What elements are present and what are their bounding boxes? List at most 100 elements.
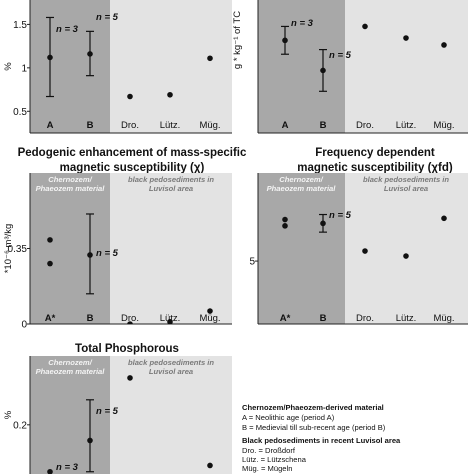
data-point [362, 248, 368, 254]
panel3-title-line2: magnetic susceptibility (χ) [60, 162, 205, 174]
panel5-title: Total Phosphorous [75, 343, 179, 355]
region-label: Chernozem/ [48, 358, 92, 367]
category-label: Müg. [433, 313, 454, 324]
data-point [441, 215, 447, 222]
panel-total-phosphorous: 0.2% Chernozem/Phaeozem material black ped… [3, 356, 232, 474]
data-point [207, 55, 213, 62]
y-axis-label: *10⁻⁶ m³/kg [3, 224, 14, 274]
region-label: Chernozem/ [279, 175, 323, 184]
panel4-title-line1: Frequency dependent [315, 147, 435, 159]
category-label: A [282, 120, 289, 131]
n-label: n = 5 [96, 406, 119, 417]
category-label: Lütz. [160, 313, 181, 324]
data-point [87, 437, 93, 444]
data-point [127, 375, 133, 381]
category-label: B [87, 120, 94, 131]
region-label: Phaeozem material [36, 184, 106, 193]
category-label: Müg. [433, 120, 454, 131]
y-axis-label: % [3, 62, 14, 71]
data-point [320, 67, 326, 74]
data-point [403, 35, 409, 41]
category-label: Müg. [199, 120, 220, 131]
data-point [87, 252, 93, 258]
data-point [441, 42, 447, 48]
data-point [47, 260, 53, 267]
legend-group2-item-mug: Müg. = Mügeln [242, 464, 292, 473]
region-luvisol [110, 0, 232, 133]
category-label: A* [45, 313, 56, 324]
panel-mass-susceptibility: 0 0.35*10⁻⁶ m³/kg Chernozem/Phaeozem mater… [3, 173, 232, 331]
category-label: B [320, 120, 327, 131]
y-tick-label: 0 [21, 320, 27, 331]
data-point [127, 321, 133, 324]
n-label: n = 5 [329, 50, 352, 61]
region-label: Phaeozem material [36, 367, 106, 376]
y-tick-label: 0.35 [8, 244, 28, 255]
region-label: black pedosediments in [128, 175, 214, 184]
category-label: Lütz. [396, 313, 417, 324]
data-point [207, 308, 213, 314]
region-label: Luvisol area [149, 184, 193, 193]
y-tick-label: 1.5 [13, 20, 27, 31]
n-label: n = 3 [291, 18, 314, 29]
data-point [47, 54, 53, 61]
region-label: Luvisol area [384, 184, 428, 193]
category-label: Müg. [199, 313, 220, 324]
n-label: n = 3 [56, 462, 79, 473]
data-point [167, 319, 173, 324]
region-luvisol [345, 173, 468, 324]
legend-group1-item-b: B = Medievial till sub-recent age (perio… [242, 423, 386, 432]
y-tick-label: 0.5 [13, 107, 27, 118]
region-label: black pedosediments in [363, 175, 449, 184]
panel4-title-line2: magnetic susceptibility (χfd) [297, 162, 453, 174]
region-chernozem [30, 0, 110, 133]
y-axis-label: % [3, 410, 14, 419]
region-label: Phaeozem material [267, 184, 337, 193]
n-label: n = 5 [329, 210, 352, 221]
data-point [320, 220, 326, 227]
y-tick-label: 1 [21, 63, 27, 74]
region-chernozem [258, 0, 345, 133]
region-luvisol [345, 0, 468, 133]
category-label: Dro. [121, 120, 139, 131]
region-label: Chernozem/ [48, 175, 92, 184]
legend-group2-item-lutz: Lütz. = Lützschena [242, 455, 307, 464]
legend-group2-heading: Black pedosediments in recent Luvisol ar… [242, 436, 401, 445]
region-chernozem [30, 173, 110, 324]
n-label: n = 5 [96, 12, 119, 23]
category-label: B [320, 313, 327, 324]
panel-toc-gkg: g * kg⁻¹ of TC A B Dro. Lütz. Müg. n = 3 n = 5 [232, 0, 468, 134]
data-point [87, 51, 93, 57]
category-label: B [87, 313, 94, 324]
data-point [282, 223, 288, 229]
region-chernozem [258, 173, 345, 324]
data-point [167, 91, 173, 98]
category-label: Dro. [356, 313, 374, 324]
legend-group1-item-a: A = Neolithic age (period A) [242, 413, 335, 422]
data-point [282, 37, 288, 44]
data-point [282, 216, 288, 223]
data-point [207, 462, 213, 469]
data-point [127, 93, 133, 100]
category-label: Dro. [121, 313, 139, 324]
y-tick-label: 5 [249, 257, 255, 268]
region-label: black pedosediments in [128, 358, 214, 367]
data-point [362, 23, 368, 30]
n-label: n = 3 [56, 24, 79, 35]
category-label: A [47, 120, 54, 131]
y-axis-label: g * kg⁻¹ of TC [232, 11, 243, 69]
panel-toc-percent: 0.5 1 1.5% A B Dro. Lütz. Müg. n = 3 n = 5 [3, 0, 232, 134]
panel3-title-line1: Pedogenic enhancement of mass-specific [18, 147, 247, 159]
legend: Chernozem/Phaeozem-derived material A = … [242, 403, 401, 473]
region-chernozem [30, 356, 110, 474]
data-point [403, 253, 409, 259]
legend-group2-item-dro: Dro. = Droßdorf [242, 446, 296, 455]
region-label: Luvisol area [149, 367, 193, 376]
category-label: Lütz. [396, 120, 417, 131]
data-point [47, 237, 53, 243]
y-tick-label: 0.2 [13, 420, 27, 431]
region-luvisol [110, 173, 232, 324]
legend-group1-heading: Chernozem/Phaeozem-derived material [242, 403, 384, 412]
category-label: A* [280, 313, 291, 324]
